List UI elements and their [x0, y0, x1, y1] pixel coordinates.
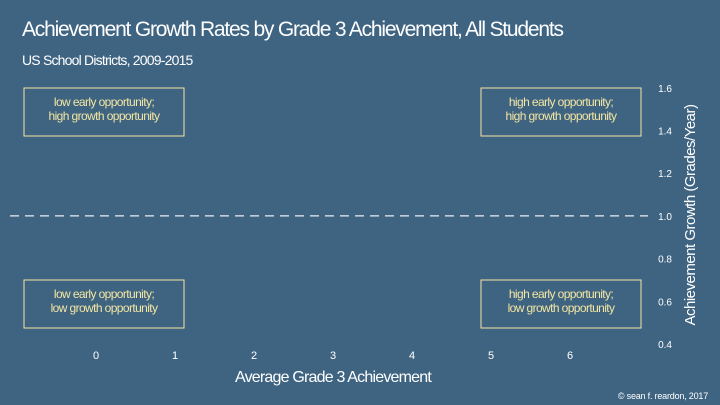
x-tick-label: 6 [567, 350, 573, 362]
x-tick-label: 0 [93, 350, 99, 362]
x-tick-label: 3 [330, 350, 336, 362]
x-tick-label: 1 [172, 350, 178, 362]
copyright-credit: © sean f. reardon, 2017 [617, 391, 708, 401]
y-tick-labels: 0.4 0.6 0.8 1.0 1.2 1.4 1.6 [658, 84, 672, 351]
quadrant-label: high growth opportunity [49, 109, 161, 123]
x-axis-label: Average Grade 3 Achievement [235, 369, 432, 386]
y-tick-label: 0.4 [658, 340, 672, 351]
quadrant-label: high early opportunity; [509, 287, 614, 301]
quadrant-label: low early opportunity; [54, 95, 154, 109]
quadrant-label: low early opportunity; [54, 287, 154, 301]
y-tick-label: 1.0 [658, 212, 672, 223]
chart-title: Achievement Growth Rates by Grade 3 Achi… [22, 18, 564, 41]
quadrant-annotation-bottom-left: low early opportunity;low growth opportu… [23, 279, 185, 329]
x-tick-label: 2 [251, 350, 257, 362]
quadrant-annotation-top-right: high early opportunity;high growth oppor… [480, 87, 642, 137]
quadrant-box [480, 87, 642, 137]
quadrant-label: high early opportunity; [509, 95, 614, 109]
quadrant-annotations: low early opportunity;high growth opport… [23, 87, 642, 329]
quadrant-label: low growth opportunity [51, 301, 158, 315]
y-axis-label: Achievement Growth (Grades/Year) [682, 104, 699, 326]
y-tick-label: 1.2 [658, 169, 672, 180]
y-tick-label: 0.8 [658, 255, 672, 266]
x-tick-label: 4 [409, 350, 415, 362]
quadrant-box [480, 279, 642, 329]
quadrant-annotation-bottom-right: high early opportunity;low growth opport… [480, 279, 642, 329]
quadrant-label: high growth opportunity [506, 109, 618, 123]
quadrant-box [23, 87, 185, 137]
chart-subtitle: US School Districts, 2009-2015 [22, 52, 193, 68]
quadrant-annotation-top-left: low early opportunity;high growth opport… [23, 87, 185, 137]
quadrant-label: low growth opportunity [508, 301, 615, 315]
y-tick-label: 0.6 [658, 297, 672, 308]
y-tick-label: 1.4 [658, 127, 672, 138]
x-tick-labels: 0 1 2 3 4 5 6 [93, 350, 573, 362]
x-tick-label: 5 [488, 350, 494, 362]
y-tick-label: 1.6 [658, 84, 672, 95]
quadrant-box [23, 279, 185, 329]
